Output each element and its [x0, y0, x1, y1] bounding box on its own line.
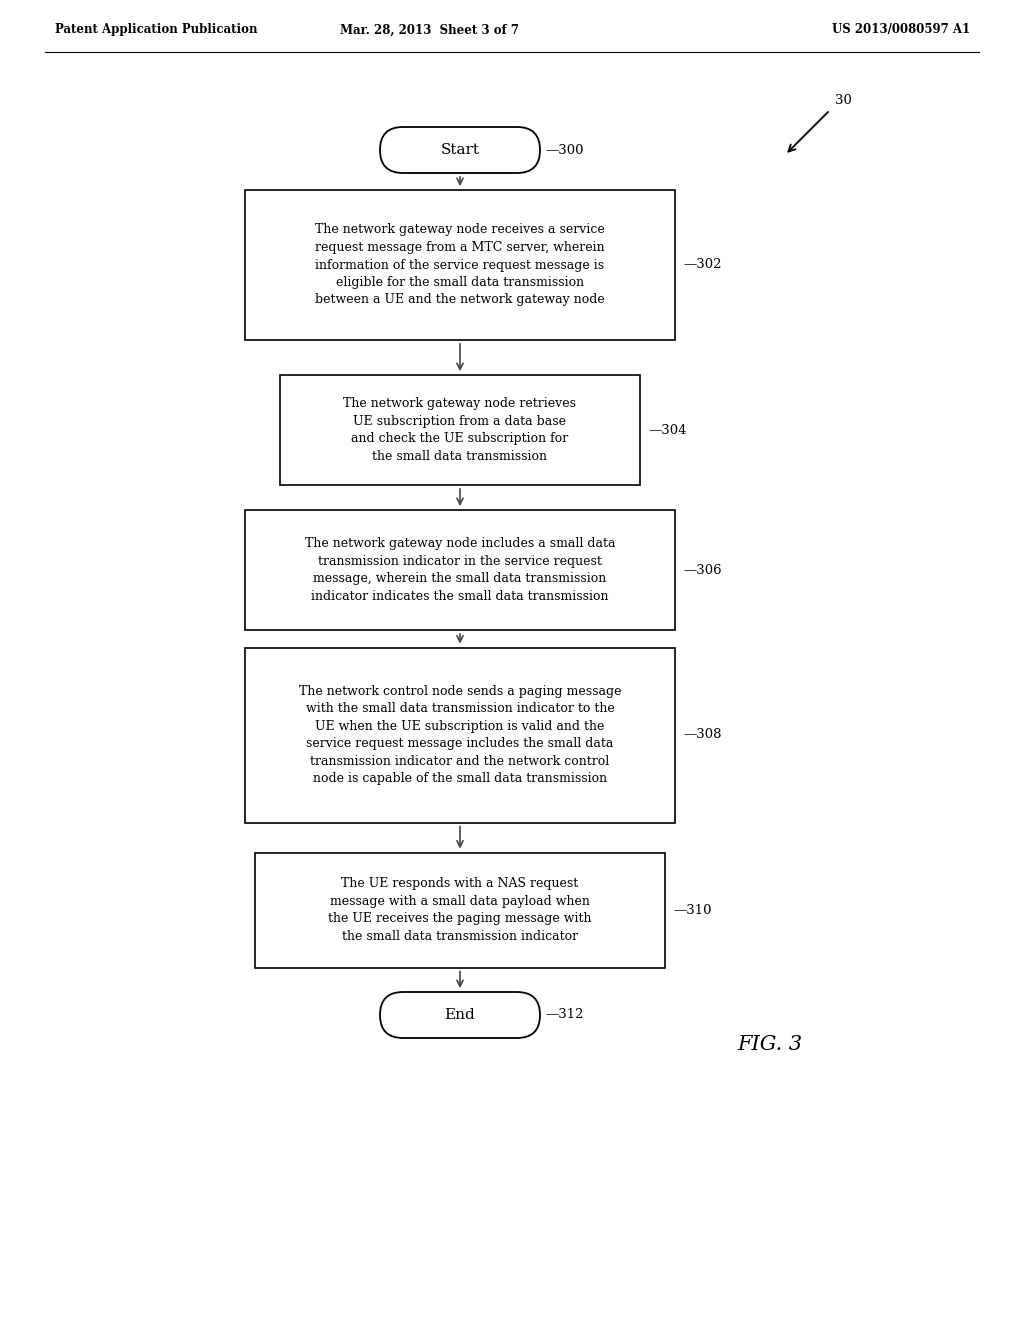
Text: The network control node sends a paging message
with the small data transmission: The network control node sends a paging …: [299, 685, 622, 785]
Text: The UE responds with a NAS request
message with a small data payload when
the UE: The UE responds with a NAS request messa…: [329, 878, 592, 942]
Bar: [245, 510, 675, 630]
Bar: [255, 853, 665, 968]
Text: The network gateway node includes a small data
transmission indicator in the ser: The network gateway node includes a smal…: [305, 537, 615, 603]
Text: US 2013/0080597 A1: US 2013/0080597 A1: [831, 24, 970, 37]
Text: —306: —306: [683, 564, 722, 577]
Text: —304: —304: [648, 424, 686, 437]
Text: The network gateway node retrieves
UE subscription from a data base
and check th: The network gateway node retrieves UE su…: [343, 397, 577, 463]
Bar: [245, 190, 675, 341]
Text: 30: 30: [835, 94, 852, 107]
Text: Start: Start: [440, 143, 479, 157]
Text: —308: —308: [683, 729, 722, 742]
Text: —302: —302: [683, 259, 722, 272]
FancyBboxPatch shape: [380, 993, 540, 1038]
Text: Mar. 28, 2013  Sheet 3 of 7: Mar. 28, 2013 Sheet 3 of 7: [341, 24, 519, 37]
Text: FIG. 3: FIG. 3: [737, 1035, 803, 1055]
Bar: [280, 375, 640, 484]
Text: The network gateway node receives a service
request message from a MTC server, w: The network gateway node receives a serv…: [315, 223, 605, 306]
Text: Patent Application Publication: Patent Application Publication: [55, 24, 257, 37]
Bar: [245, 648, 675, 822]
Text: —312: —312: [545, 1008, 584, 1022]
Text: —310: —310: [673, 903, 712, 916]
Text: End: End: [444, 1008, 475, 1022]
FancyBboxPatch shape: [380, 127, 540, 173]
Text: —300: —300: [545, 144, 584, 157]
